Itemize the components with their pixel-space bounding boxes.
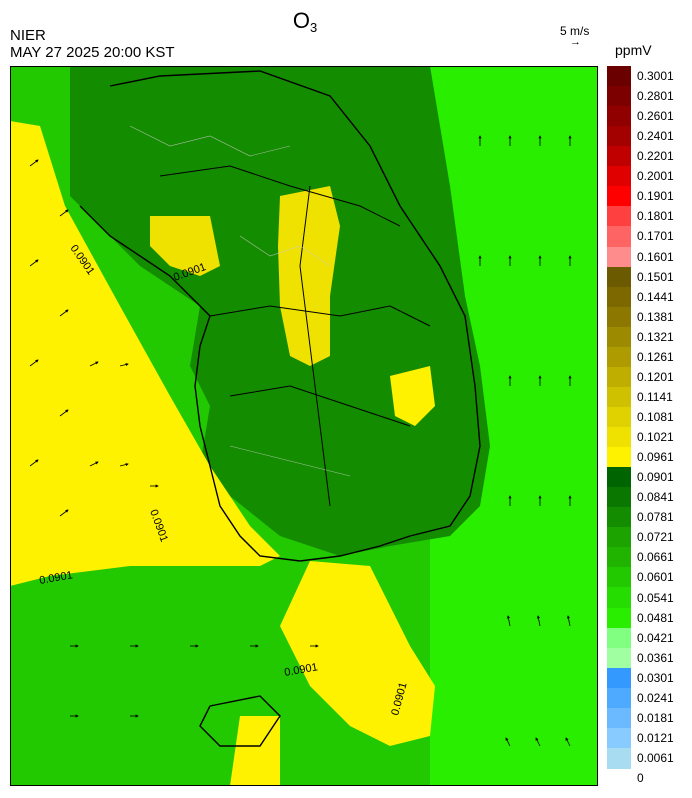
colorbar-tick-label: 0.1321 (637, 329, 674, 344)
colorbar-tick-label: 0 (637, 771, 644, 786)
colorbar-tick-label: 0.0361 (637, 650, 674, 665)
colorbar-swatch (607, 747, 631, 769)
colorbar-swatch (607, 527, 631, 549)
inland-high-ozone-1 (278, 186, 340, 366)
colorbar-tick-label: 0.0061 (637, 750, 674, 765)
colorbar-swatch (607, 587, 631, 609)
colorbar-swatch (607, 126, 631, 148)
colorbar-swatch (607, 567, 631, 589)
colorbar-tick-label: 0.1801 (637, 209, 674, 224)
colorbar-swatch (607, 146, 631, 168)
colorbar-tick-label: 0.2601 (637, 109, 674, 124)
colorbar-swatch (607, 607, 631, 629)
inland-high-ozone-3 (390, 366, 435, 426)
south-sea-high-ozone (280, 561, 435, 746)
colorbar-swatch (607, 467, 631, 489)
colorbar-swatch (607, 166, 631, 188)
colorbar-tick-label: 0.1201 (637, 369, 674, 384)
colorbar-swatch (607, 226, 631, 248)
colorbar-tick-label: 0.0961 (637, 450, 674, 465)
colorbar-tick-label: 0.1901 (637, 189, 674, 204)
colorbar-swatch (607, 487, 631, 509)
colorbar-tick-label: 0.1501 (637, 269, 674, 284)
colorbar-tick-label: 0.2801 (637, 89, 674, 104)
colorbar-tick-label: 0.1441 (637, 289, 674, 304)
colorbar-swatch (607, 427, 631, 449)
colorbar-swatch (607, 647, 631, 669)
colorbar-tick-label: 0.0601 (637, 570, 674, 585)
wind-scale-arrow-icon: → (570, 36, 581, 48)
colorbar-tick-label: 0.0121 (637, 730, 674, 745)
korea-landmass (70, 66, 490, 556)
province-borders (159, 165, 431, 507)
coastlines (79, 70, 481, 747)
colorbar-tick-label: 0.2001 (637, 169, 674, 184)
colorbar-tick-label: 0.1381 (637, 309, 674, 324)
colorbar-swatch (607, 66, 631, 87)
colorbar-swatch (607, 326, 631, 348)
colorbar-tick-label: 0.1021 (637, 430, 674, 445)
map-title: O3 (292, 8, 318, 35)
colorbar-swatch (607, 507, 631, 529)
map-frame (10, 66, 598, 786)
colorbar-tick-label: 0.0901 (637, 470, 674, 485)
inland-high-ozone-2 (150, 216, 220, 276)
colorbar-swatch (607, 627, 631, 649)
colorbar-tick-label: 0.0241 (637, 690, 674, 705)
wind-scale-label: 5 m/s (560, 24, 590, 38)
colorbar-swatch (607, 547, 631, 569)
colorbar (607, 66, 631, 769)
colorbar-swatch (607, 206, 631, 228)
colorbar-tick-label: 0.1141 (637, 389, 673, 404)
colorbar-tick-label: 0.1701 (637, 229, 674, 244)
colorbar-tick-label: 0.0661 (637, 550, 674, 565)
colorbar-swatch (607, 727, 631, 749)
organization-label: NIER (10, 27, 46, 44)
colorbar-tick-label: 0.0181 (637, 710, 674, 725)
colorbar-swatch (607, 246, 631, 268)
colorbar-swatch (607, 447, 631, 469)
ozone-map: 0.0901 0.0901 0.0901 0.0901 0.0901 0.090… (10, 66, 598, 786)
unit-label: ppmV (615, 42, 652, 58)
colorbar-swatch (607, 386, 631, 408)
colorbar-swatch (607, 86, 631, 108)
colorbar-tick-label: 0.1081 (637, 410, 674, 424)
colorbar-tick-label: 0.1601 (637, 249, 674, 264)
colorbar-swatch (607, 707, 631, 729)
colorbar-tick-label: 0.0781 (637, 510, 674, 525)
contour-label: 0.0901 (38, 569, 73, 587)
colorbar-swatch (607, 406, 631, 428)
colorbar-swatch (607, 106, 631, 128)
colorbar-swatch (607, 346, 631, 368)
colorbar-tick-label: 0.0841 (637, 490, 674, 505)
colorbar-tick-label: 0.0301 (637, 670, 674, 685)
wind-vectors (29, 135, 572, 747)
colorbar-swatch (607, 366, 631, 388)
contour-label: 0.0901 (283, 661, 318, 679)
timestamp-label: MAY 27 2025 20:00 KST (10, 44, 175, 61)
colorbar-swatch (607, 687, 631, 709)
yellow-sea-high-ozone (10, 121, 280, 586)
colorbar-tick-label: 0.0481 (637, 610, 674, 625)
colorbar-tick-label: 0.0541 (637, 590, 674, 605)
colorbar-tick-label: 0.0421 (637, 630, 674, 645)
colorbar-swatch (607, 286, 631, 308)
colorbar-tick-label: 0.0721 (637, 530, 674, 545)
colorbar-tick-label: 0.3001 (637, 69, 674, 84)
colorbar-swatch (607, 667, 631, 689)
colorbar-tick-label: 0.2201 (637, 149, 674, 164)
colorbar-swatch (607, 186, 631, 208)
colorbar-tick-label: 0.1261 (637, 349, 674, 364)
colorbar-swatch (607, 266, 631, 288)
district-borders (129, 125, 351, 477)
colorbar-tick-label: 0.2401 (637, 129, 674, 144)
colorbar-swatch (607, 306, 631, 328)
